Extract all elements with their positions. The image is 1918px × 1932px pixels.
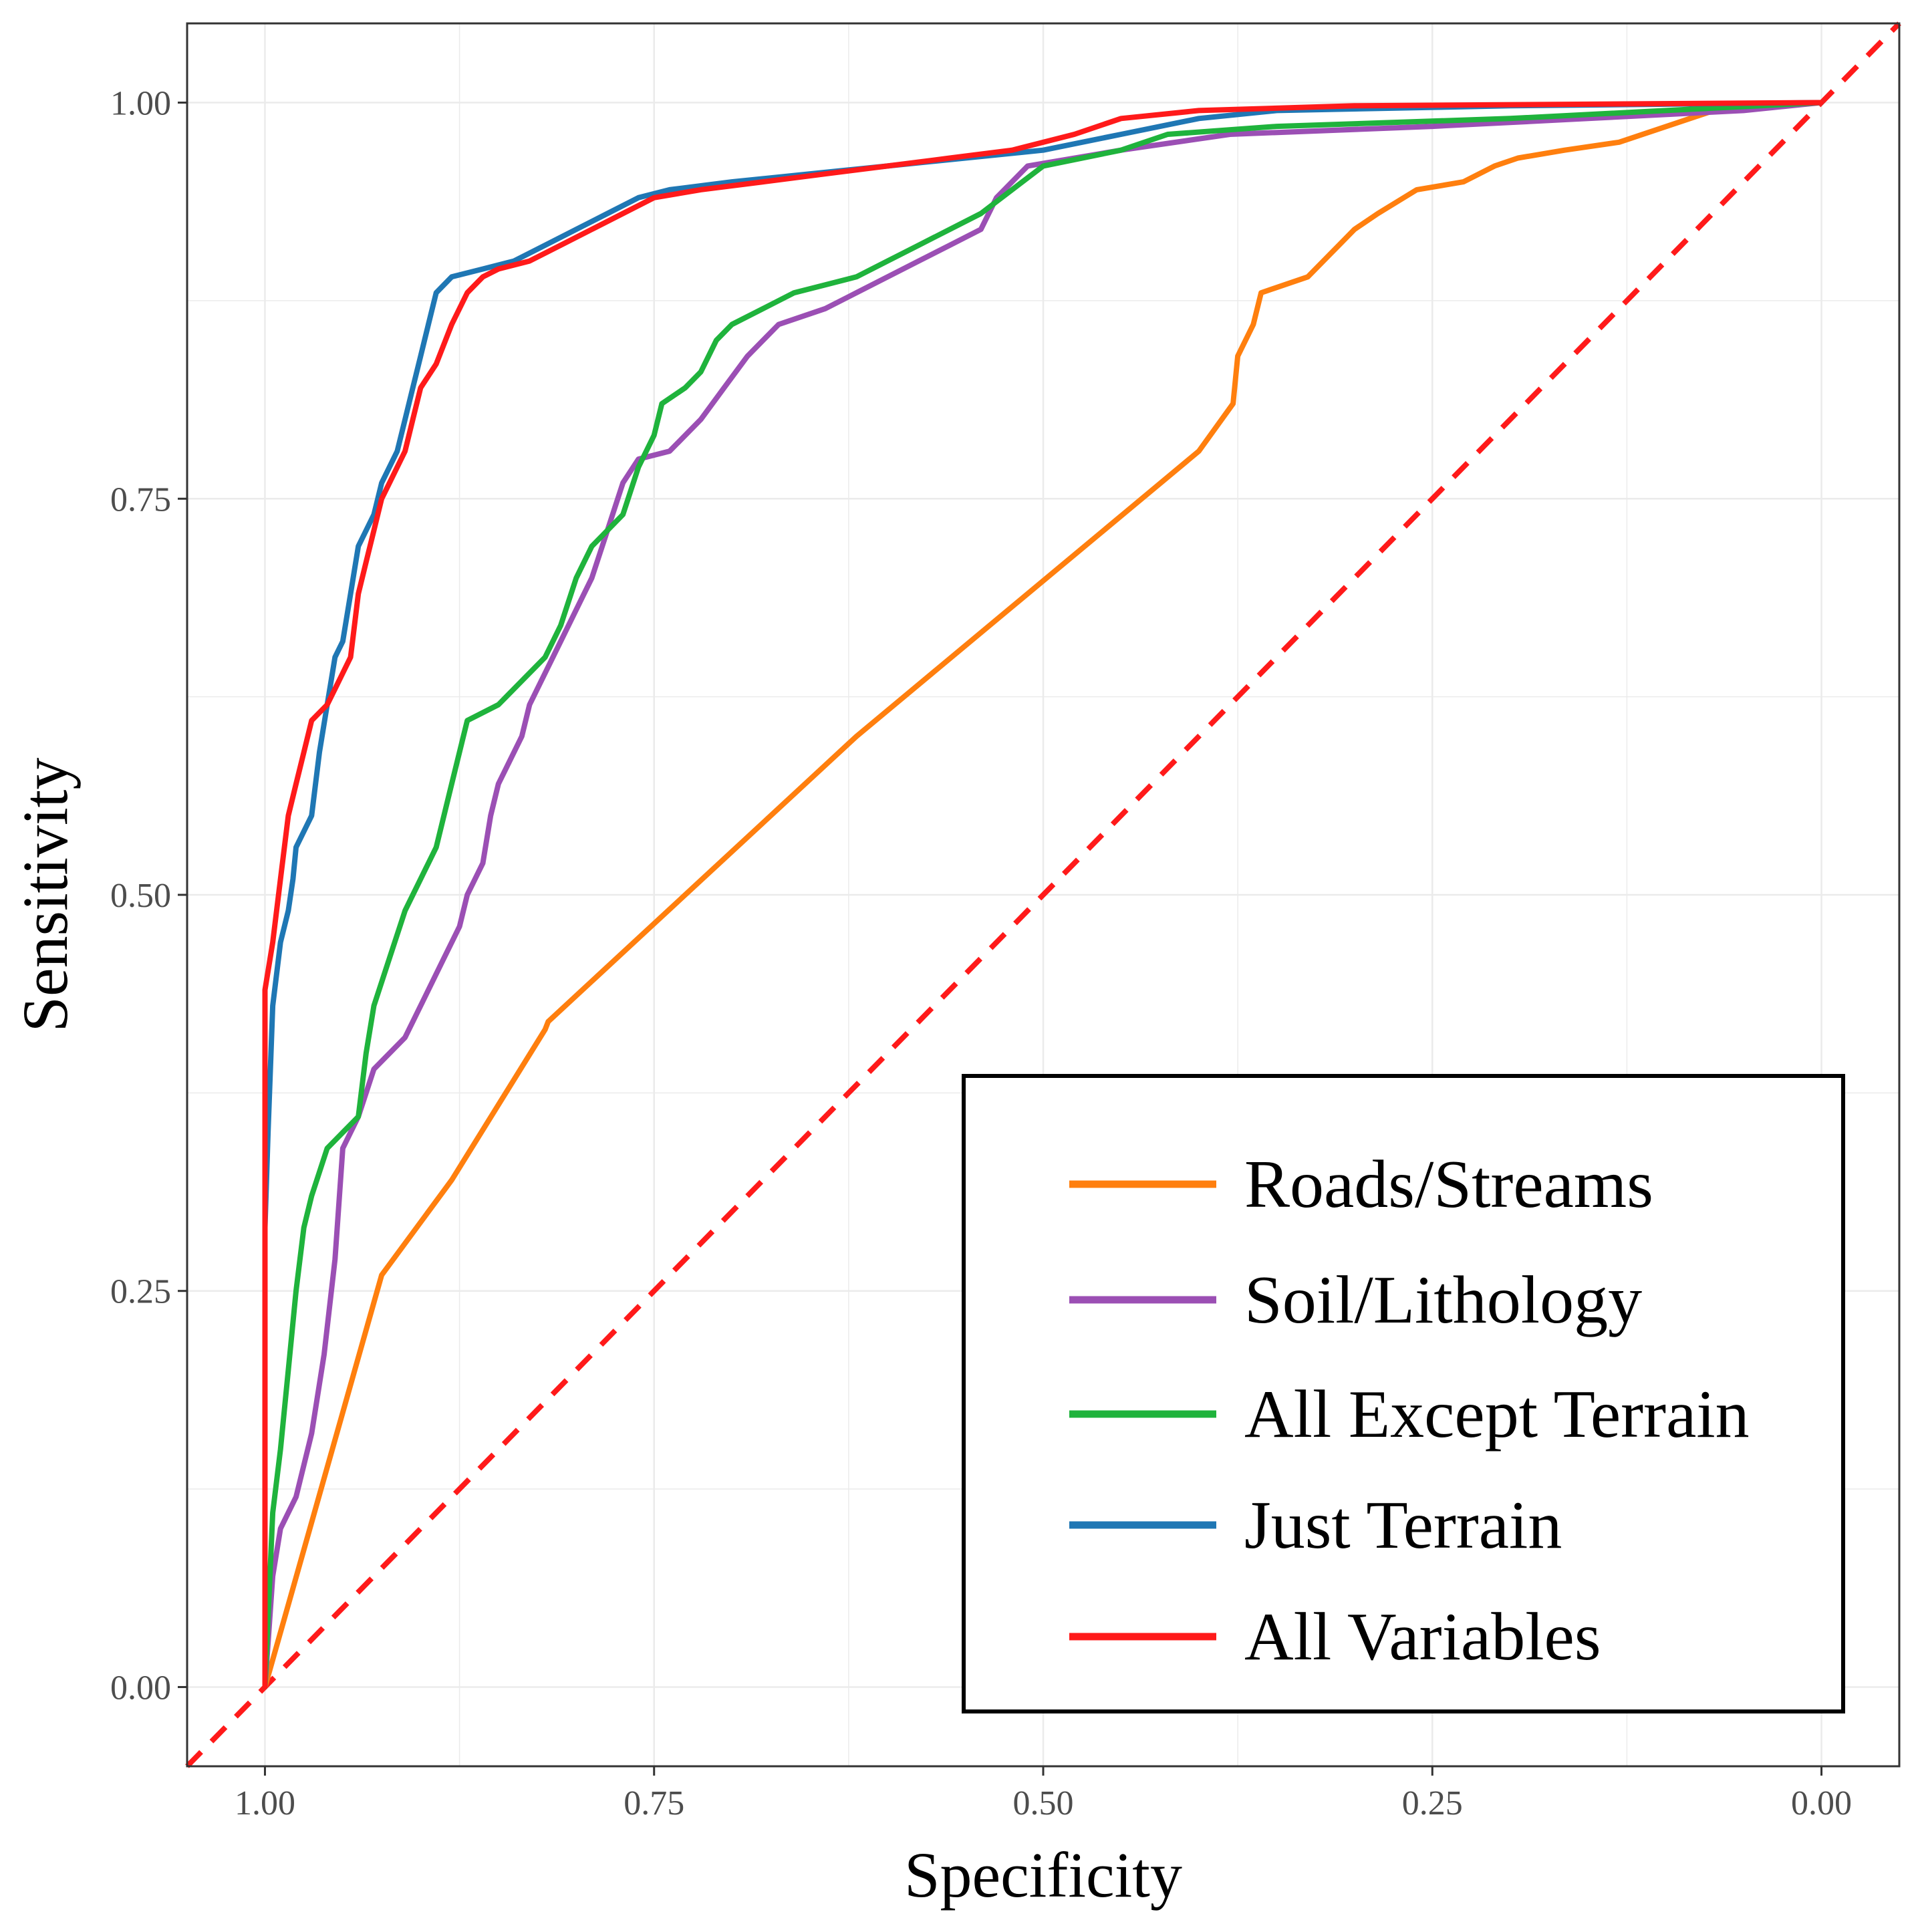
series-line-soil-lithology (262, 100, 1824, 1690)
y-tick-label: 0.25 (110, 1273, 171, 1311)
legend-label: All Except Terrain (1244, 1377, 1750, 1452)
legend-label: Just Terrain (1244, 1488, 1562, 1563)
reference-diagonal-line (185, 21, 1901, 1768)
x-tick-label: 0.75 (624, 1784, 684, 1822)
y-tick-label: 0.75 (110, 480, 171, 519)
series-layer (262, 100, 1824, 1690)
y-tick-label: 1.00 (110, 85, 171, 123)
series-line-roads-streams (262, 100, 1824, 1690)
y-tick-label: 0.00 (110, 1669, 171, 1707)
legend: Roads/Streams Soil/Lithology All Except Te… (962, 1074, 1845, 1713)
reference-line-layer (185, 21, 1901, 1768)
y-axis-ticks: 0.00 0.25 0.50 0.75 1.00 (110, 85, 187, 1707)
legend-label: All Variables (1244, 1599, 1601, 1675)
x-tick-label: 0.50 (1013, 1784, 1074, 1822)
x-tick-label: 0.00 (1791, 1784, 1852, 1822)
series-line-all-variables (262, 100, 1824, 1690)
series-line-all-except-terrain (262, 100, 1824, 1690)
y-axis-title: Sensitivity (9, 758, 81, 1032)
x-tick-label: 0.25 (1402, 1784, 1463, 1822)
legend-label: Roads/Streams (1244, 1147, 1653, 1222)
legend-label: Soil/Lithology (1244, 1262, 1642, 1338)
y-tick-label: 0.50 (110, 877, 171, 915)
x-axis-title: Specificity (904, 1839, 1182, 1911)
x-tick-label: 1.00 (235, 1784, 295, 1822)
x-axis-ticks: 1.00 0.75 0.50 0.25 0.00 (235, 1766, 1852, 1822)
